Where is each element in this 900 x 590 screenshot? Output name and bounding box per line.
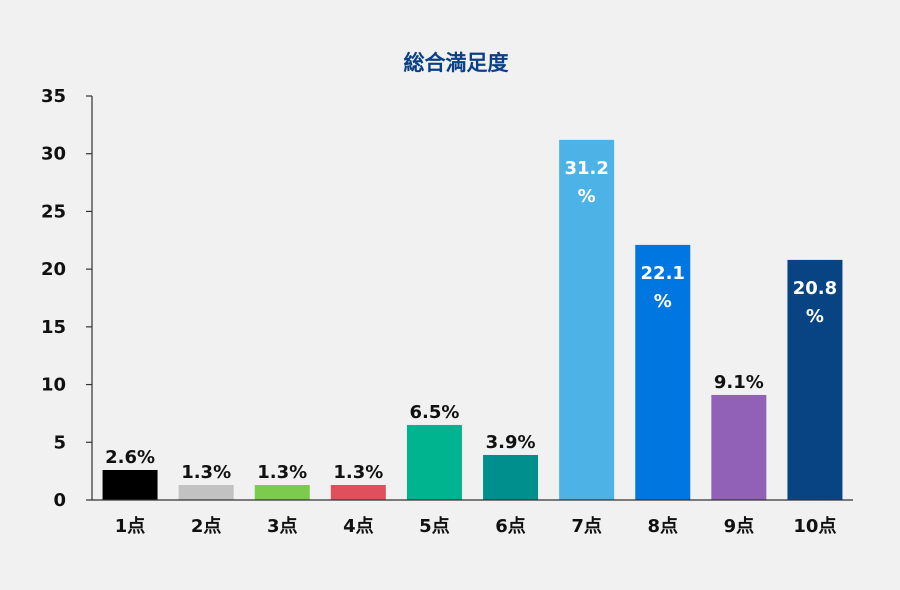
x-tick-label: 9点 <box>724 515 755 537</box>
y-tick-label: 5 <box>53 432 66 453</box>
bar <box>102 469 158 500</box>
data-label: 3.9% <box>486 432 536 453</box>
y-tick-label: 35 <box>41 86 66 107</box>
chart-title: 総合満足度 <box>404 51 509 75</box>
data-label: 1.3% <box>181 462 231 483</box>
x-tick-label: 1点 <box>115 515 146 537</box>
x-tick-label: 3点 <box>267 515 298 537</box>
bar <box>178 484 234 500</box>
y-tick-label: 25 <box>41 201 66 222</box>
x-tick-label: 7点 <box>571 515 602 537</box>
data-label: 1.3% <box>257 462 307 483</box>
data-label: 20.8% <box>793 278 837 327</box>
x-axis: 1点 2点 3点 4点 5点 6点 7点 8点 9点 10点 <box>92 499 853 537</box>
data-labels: 2.6% 1.3% 1.3% 1.3% 6.5% 3.9% 31.2 % 22.1 % 9.1% 20… <box>105 158 837 483</box>
data-label: 9.1% <box>714 372 764 393</box>
x-tick-label: 10点 <box>793 515 836 537</box>
x-tick-label: 8点 <box>647 515 678 537</box>
bar <box>711 394 767 500</box>
bar <box>787 259 843 500</box>
x-tick-label: 2点 <box>191 515 222 537</box>
data-label: 31.2% <box>564 158 608 207</box>
bar <box>254 484 310 500</box>
bars <box>102 139 843 500</box>
bar <box>635 244 691 500</box>
y-tick-label: 0 <box>53 490 66 511</box>
y-tick-label: 30 <box>41 144 66 165</box>
y-axis: 0 5 10 15 20 25 30 35 <box>41 86 93 511</box>
x-tick-label: 5点 <box>419 515 450 537</box>
data-label: 6.5% <box>409 402 459 423</box>
y-tick-label: 10 <box>41 375 66 396</box>
data-label: 22.1% <box>641 263 685 312</box>
bar <box>330 484 386 500</box>
data-label: 2.6% <box>105 447 155 468</box>
data-label: 1.3% <box>333 462 383 483</box>
y-tick-label: 15 <box>41 317 66 338</box>
y-tick-label: 20 <box>41 259 66 280</box>
bar <box>559 139 615 500</box>
bar <box>406 424 462 500</box>
x-tick-label: 6点 <box>495 515 526 537</box>
x-tick-label: 4点 <box>343 515 374 537</box>
bar <box>483 454 539 500</box>
